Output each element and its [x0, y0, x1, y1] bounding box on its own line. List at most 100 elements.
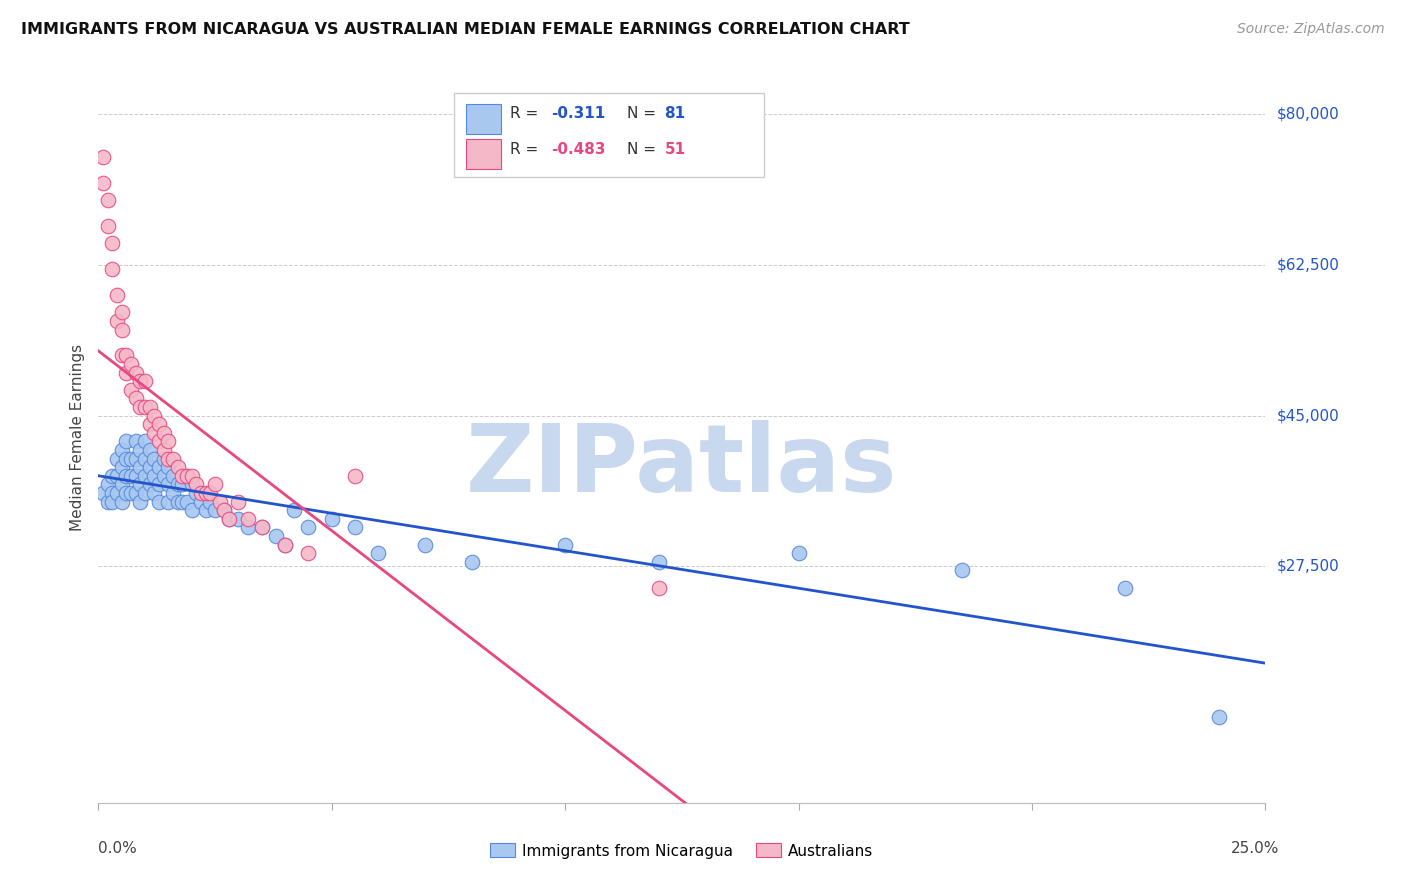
- Point: [1114, 581, 1136, 595]
- Point: [105, 288, 128, 302]
- Point: [176, 468, 198, 483]
- Point: [190, 486, 212, 500]
- Point: [204, 477, 226, 491]
- Point: [204, 503, 226, 517]
- Point: [129, 400, 152, 414]
- Point: [274, 538, 297, 552]
- Point: [111, 460, 134, 475]
- Point: [120, 451, 142, 466]
- Point: [134, 486, 156, 500]
- Point: [152, 451, 174, 466]
- Y-axis label: Median Female Earnings: Median Female Earnings: [69, 343, 84, 531]
- Point: [321, 512, 343, 526]
- Point: [413, 538, 436, 552]
- Point: [120, 383, 142, 397]
- Point: [115, 468, 138, 483]
- Point: [111, 494, 134, 508]
- Point: [162, 451, 184, 466]
- Point: [111, 322, 134, 336]
- Point: [157, 451, 180, 466]
- Point: [125, 486, 148, 500]
- Text: Source: ZipAtlas.com: Source: ZipAtlas.com: [1237, 22, 1385, 37]
- Point: [134, 434, 156, 449]
- Point: [166, 460, 188, 475]
- Point: [143, 451, 166, 466]
- Point: [129, 460, 152, 475]
- Point: [139, 460, 162, 475]
- Point: [111, 442, 134, 457]
- Point: [139, 442, 162, 457]
- Point: [228, 494, 250, 508]
- Point: [105, 451, 128, 466]
- Text: 0.0%: 0.0%: [98, 841, 138, 856]
- Text: IMMIGRANTS FROM NICARAGUA VS AUSTRALIAN MEDIAN FEMALE EARNINGS CORRELATION CHART: IMMIGRANTS FROM NICARAGUA VS AUSTRALIAN …: [21, 22, 910, 37]
- Point: [143, 468, 166, 483]
- Point: [97, 219, 120, 234]
- Point: [152, 425, 174, 440]
- FancyBboxPatch shape: [465, 104, 501, 134]
- Text: -0.311: -0.311: [551, 106, 606, 120]
- Point: [148, 477, 170, 491]
- Point: [120, 357, 142, 371]
- Point: [115, 366, 138, 380]
- Point: [129, 374, 152, 388]
- Point: [105, 486, 128, 500]
- Point: [176, 468, 198, 483]
- Point: [134, 451, 156, 466]
- Point: [115, 348, 138, 362]
- Text: N =: N =: [627, 106, 661, 120]
- Point: [297, 546, 319, 560]
- Point: [139, 400, 162, 414]
- Point: [162, 468, 184, 483]
- Text: $80,000: $80,000: [1277, 107, 1340, 122]
- Text: ZIPatlas: ZIPatlas: [467, 420, 897, 512]
- Point: [647, 581, 669, 595]
- Point: [143, 486, 166, 500]
- Point: [152, 442, 174, 457]
- Point: [134, 400, 156, 414]
- Point: [194, 503, 217, 517]
- Point: [120, 468, 142, 483]
- Point: [101, 468, 124, 483]
- Text: R =: R =: [510, 106, 548, 120]
- Point: [111, 348, 134, 362]
- Point: [111, 477, 134, 491]
- Point: [134, 374, 156, 388]
- Point: [194, 486, 217, 500]
- Point: [236, 512, 259, 526]
- Point: [129, 442, 152, 457]
- Point: [97, 494, 120, 508]
- Point: [172, 477, 194, 491]
- Point: [152, 468, 174, 483]
- Text: N =: N =: [627, 143, 661, 157]
- Point: [214, 503, 236, 517]
- Point: [186, 477, 208, 491]
- Point: [950, 564, 973, 578]
- Point: [115, 486, 138, 500]
- Point: [367, 546, 389, 560]
- Point: [120, 486, 142, 500]
- Point: [148, 494, 170, 508]
- Point: [274, 538, 297, 552]
- Point: [344, 520, 367, 534]
- Point: [297, 520, 319, 534]
- Text: 51: 51: [665, 143, 686, 157]
- Point: [139, 477, 162, 491]
- Legend: Immigrants from Nicaragua, Australians: Immigrants from Nicaragua, Australians: [484, 838, 880, 864]
- Point: [787, 546, 810, 560]
- Point: [139, 417, 162, 432]
- Point: [125, 451, 148, 466]
- Point: [157, 477, 180, 491]
- Point: [125, 468, 148, 483]
- Point: [647, 555, 669, 569]
- Point: [148, 417, 170, 432]
- Point: [166, 494, 188, 508]
- Point: [200, 494, 222, 508]
- Text: -0.483: -0.483: [551, 143, 606, 157]
- Point: [180, 477, 202, 491]
- Point: [461, 555, 484, 569]
- Text: R =: R =: [510, 143, 544, 157]
- Point: [200, 486, 222, 500]
- Point: [214, 503, 236, 517]
- Point: [129, 494, 152, 508]
